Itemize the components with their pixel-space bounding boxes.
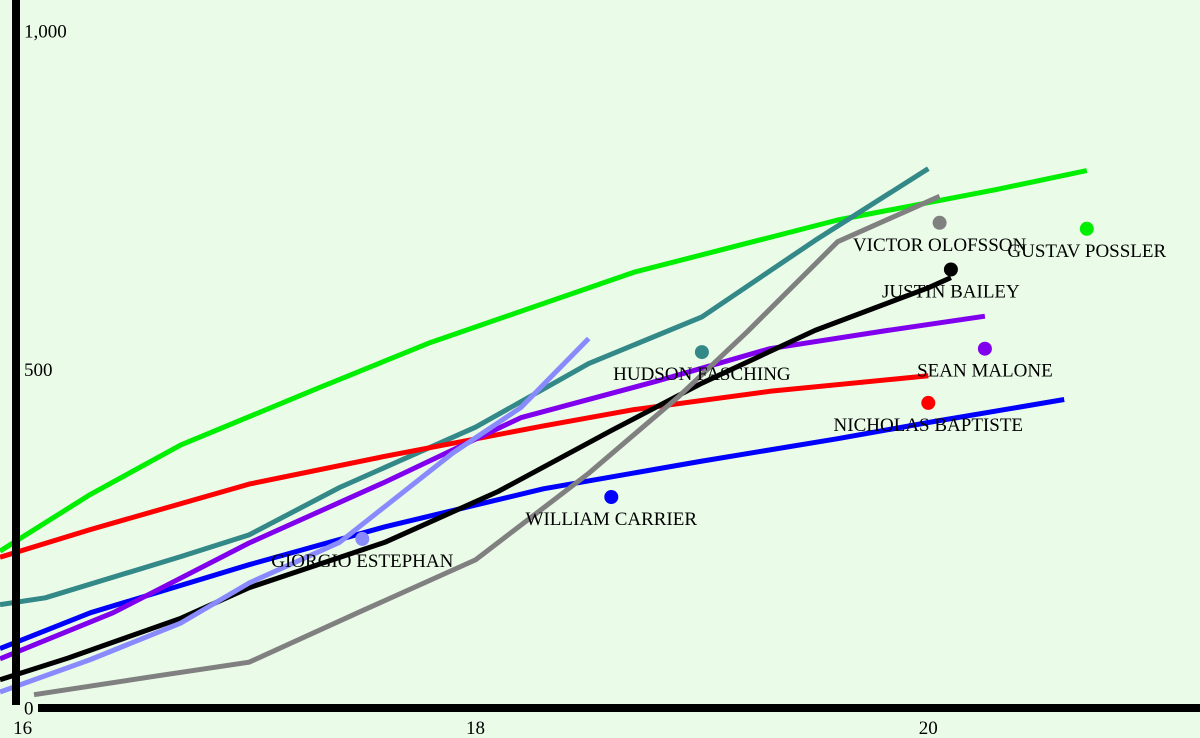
- point-label: WILLIAM CARRIER: [526, 509, 698, 530]
- series-marker-2: [921, 395, 936, 410]
- x-tick-label: 18: [466, 718, 485, 738]
- series-line-7: [0, 336, 591, 695]
- point-label: JUSTIN BAILEY: [882, 282, 1020, 303]
- series-marker-7: [355, 531, 370, 546]
- series-marker-6: [932, 215, 947, 230]
- point-label: HUDSON FASCHING: [613, 364, 791, 385]
- point-label: VICTOR OLOFSSON: [853, 235, 1027, 256]
- series-marker-3: [604, 490, 619, 504]
- series-line-4: [0, 313, 986, 662]
- y-tick-label: 1,000: [24, 22, 67, 43]
- series-lines: [0, 166, 1088, 698]
- series-marker-0: [1079, 221, 1094, 236]
- y-tick-labels: 0 500 1,000: [24, 22, 67, 720]
- x-tick-label: 20: [919, 718, 938, 738]
- series-markers: [355, 215, 1094, 546]
- y-tick-label: 0: [24, 699, 34, 720]
- series-line-0: [0, 168, 1088, 554]
- x-tick-labels: 16 18 20: [13, 718, 938, 738]
- point-label: GIORGIO ESTEPHAN: [271, 551, 453, 572]
- series-marker-4: [977, 341, 992, 356]
- y-tick-label: 500: [24, 360, 53, 381]
- series-line-2: [0, 373, 929, 560]
- series-line-6: [33, 194, 941, 698]
- series-marker-1: [694, 345, 709, 360]
- point-label: NICHOLAS BAPTISTE: [834, 415, 1023, 436]
- x-tick-label: 16: [13, 718, 32, 738]
- series-marker-5: [943, 262, 958, 277]
- series-line-1: [0, 166, 930, 608]
- point-label: SEAN MALONE: [917, 361, 1053, 382]
- point-labels: GUSTAV POSSLER HUDSON FASCHING NICHOLAS BA…: [271, 235, 1166, 572]
- series-line-5: [0, 275, 952, 683]
- point-label: GUSTAV POSSLER: [1007, 241, 1166, 262]
